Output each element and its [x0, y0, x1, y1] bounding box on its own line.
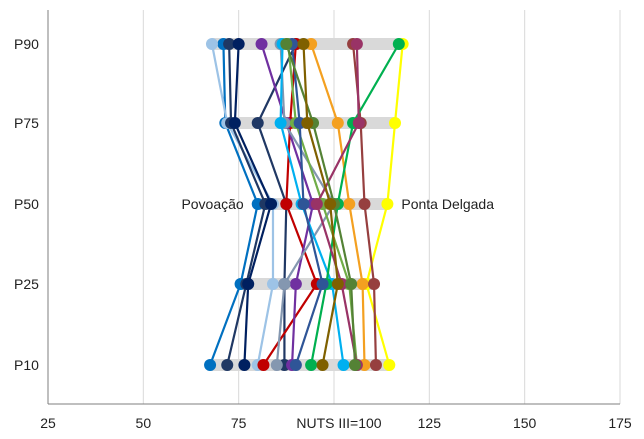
series-point-11-P50	[343, 198, 356, 210]
series-point-4-P75	[228, 117, 241, 129]
series-point-6-P50	[280, 198, 293, 210]
series-point-17-P75	[301, 117, 314, 129]
series-point-8-P25	[278, 278, 291, 290]
series-point-1-P10	[383, 359, 396, 371]
x-tick-label: 150	[513, 415, 537, 431]
annotation-right: Ponta Delgada	[401, 196, 494, 212]
x-tick-label: 75	[231, 415, 247, 431]
series-point-12-P25	[368, 278, 381, 290]
y-tick-label: P10	[14, 357, 39, 373]
series-points	[204, 38, 409, 371]
series-point-5-P75	[251, 117, 264, 129]
series-point-4-P50	[265, 198, 278, 210]
series-point-3-P90	[223, 38, 236, 50]
series-point-14-P25	[316, 278, 329, 290]
y-tick-label: P75	[14, 115, 39, 131]
series-point-3-P10	[221, 359, 234, 371]
series-point-9-P75	[274, 117, 287, 129]
y-tick-label: P50	[14, 196, 39, 212]
series-point-7-P90	[255, 38, 268, 50]
series-point-6-P10	[257, 359, 270, 371]
y-tick-label: P25	[14, 276, 39, 292]
series-point-0-P10	[204, 359, 217, 371]
series-point-9-P10	[337, 359, 350, 371]
series-point-1-P50	[381, 198, 394, 210]
series-point-7-P25	[289, 278, 302, 290]
series-point-17-P50	[324, 198, 337, 210]
series-point-13-P10	[305, 359, 318, 371]
series-point-17-P25	[331, 278, 344, 290]
x-tick-label: 25	[40, 415, 56, 431]
series-point-16-P25	[345, 278, 358, 290]
series-point-12-P50	[358, 198, 371, 210]
series-point-11-P25	[356, 278, 369, 290]
series-point-17-P10	[316, 359, 329, 371]
series-point-16-P10	[348, 359, 361, 371]
x-tick-label: 50	[136, 415, 152, 431]
series-point-16-P90	[280, 38, 293, 50]
series-point-14-P10	[289, 359, 302, 371]
series-point-2-P25	[266, 278, 279, 290]
x-axis-title: NUTS III=100	[296, 415, 381, 431]
y-tick-label: P90	[14, 36, 39, 52]
series-point-15-P90	[350, 38, 363, 50]
labels: Povoação Ponta Delgada	[181, 196, 494, 212]
series-point-15-P50	[310, 198, 323, 210]
series-point-12-P10	[369, 359, 382, 371]
x-tick-label: 125	[418, 415, 442, 431]
series-point-1-P75	[389, 117, 402, 129]
series-point-4-P25	[242, 278, 255, 290]
series-point-14-P50	[297, 198, 310, 210]
series-point-15-P75	[352, 117, 365, 129]
series-point-8-P10	[270, 359, 283, 371]
axes: 25 50 75 125 150 175 P10 P25 P50 P75 P90	[14, 10, 632, 431]
series-point-13-P90	[392, 38, 405, 50]
series-point-2-P90	[205, 38, 218, 50]
annotation-left: Povoação	[181, 196, 243, 212]
series-point-4-P90	[232, 38, 245, 50]
series-point-4-P10	[238, 359, 251, 371]
x-tick-label: 175	[608, 415, 632, 431]
series-point-11-P75	[331, 117, 344, 129]
series-point-17-P90	[297, 38, 310, 50]
